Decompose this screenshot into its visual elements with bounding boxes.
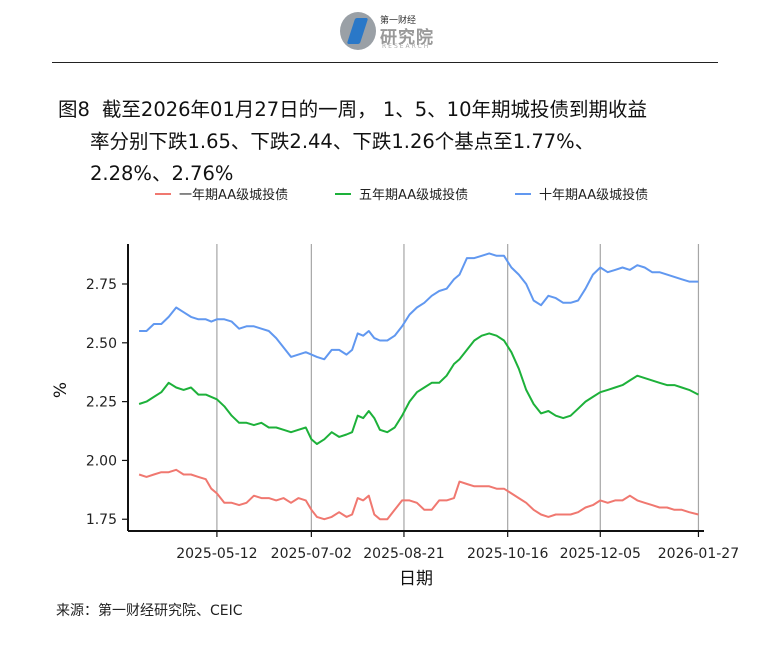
chart-series (138, 252, 699, 521)
x-tick-label: 2025-07-02 (271, 546, 352, 562)
header-divider (52, 62, 718, 63)
figure-title: 图8 截至2026年01月27日的一周， 1、5、10年期城投债到期收益 率分别下… (58, 94, 738, 190)
legend-label-3: 十年期AA级城投债 (539, 187, 648, 203)
chart-grid (216, 244, 700, 531)
legend-label-2: 五年期AA级城投债 (359, 187, 468, 203)
title-line-2: 率分别下跌1.65、下跌2.44、下跌1.26个基点至1.77%、 (90, 130, 595, 153)
chart-axes: 2025-05-12 2025-07-02 2025-08-21 2025-10-16… (86, 244, 739, 562)
title-line-1: 截至2026年01月27日的一周， 1、5、10年期城投债到期收益 (101, 98, 647, 121)
y-tick-label: 2.25 (86, 395, 117, 411)
x-tick-label: 2025-10-16 (467, 546, 548, 562)
title-line-3: 2.28%、2.76% (90, 162, 234, 185)
x-axis-label: 日期 (399, 569, 433, 589)
series-line-1 (138, 468, 699, 521)
y-tick-label: 2.00 (86, 453, 117, 469)
series-line-3 (139, 252, 699, 361)
chart-legend: 一年期AA级城投债 五年期AA级城投债 十年期AA级城投债 (155, 187, 648, 203)
y-tick-label: 2.50 (86, 336, 117, 352)
logo-main-text: 研究院 (380, 28, 434, 48)
x-tick-label: 2025-12-05 (560, 546, 641, 562)
y-tick-label: 2.75 (86, 277, 117, 293)
logo-mark-icon (340, 12, 376, 50)
logo-sub-text: RESEARCH (382, 43, 431, 50)
source-note: 来源：第一财经研究院、CEIC (56, 603, 243, 619)
y-axis-label: % (51, 382, 71, 398)
x-tick-label: 2025-08-21 (363, 546, 444, 562)
figure-number: 图8 (58, 98, 90, 121)
x-tick-label: 2025-05-12 (176, 546, 257, 562)
x-tick-label: 2026-01-27 (658, 546, 739, 562)
logo-top-text: 第一财经 (380, 16, 417, 26)
logo: 第一财经 研究院 RESEARCH (340, 10, 450, 54)
legend-label-1: 一年期AA级城投债 (179, 187, 288, 203)
series-line-2 (138, 332, 699, 445)
y-tick-label: 1.75 (86, 512, 117, 528)
